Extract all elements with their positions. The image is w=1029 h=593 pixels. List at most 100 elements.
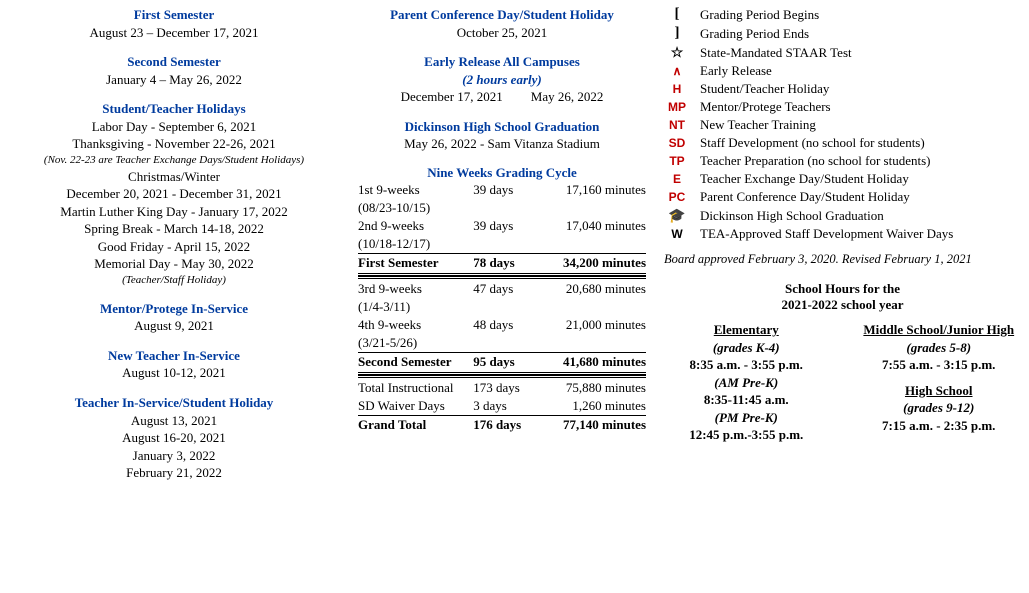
- middle-column: Parent Conference Day/Student Holiday Oc…: [358, 6, 646, 494]
- legend-row: [ Grading Period Begins: [664, 6, 1021, 23]
- holiday-note2: (Teacher/Staff Holiday): [8, 273, 340, 288]
- table-row: 4th 9-weeks48 days21,000 minutes: [358, 316, 646, 334]
- legend-code: H: [664, 82, 690, 96]
- legend-row: TP Teacher Preparation (no school for stu…: [664, 153, 1021, 169]
- star-icon: ☆: [664, 44, 690, 61]
- holiday-line: Memorial Day - May 30, 2022: [8, 255, 340, 273]
- holiday-line: Labor Day - September 6, 2021: [8, 118, 340, 136]
- holiday-line: Christmas/Winter: [8, 168, 340, 186]
- table-row: SD Waiver Days3 days1,260 minutes: [358, 397, 646, 416]
- hours-secondary: Middle School/Junior High (grades 5-8) 7…: [857, 321, 1022, 444]
- legend-code: W: [664, 227, 690, 241]
- school-hours: Elementary (grades K-4) 8:35 a.m. - 3:55…: [664, 321, 1021, 444]
- graduation: Dickinson High School Graduation May 26,…: [358, 118, 646, 153]
- early-d1: December 17, 2021: [401, 88, 503, 106]
- inservice-date: August 13, 2021: [8, 412, 340, 430]
- inservice-date: August 16-20, 2021: [8, 429, 340, 447]
- holiday-line: Martin Luther King Day - January 17, 202…: [8, 203, 340, 221]
- pcd-title: Parent Conference Day/Student Holiday: [358, 6, 646, 24]
- legend-row: 🎓 Dickinson High School Graduation: [664, 207, 1021, 224]
- mentor-inservice: Mentor/Protege In-Service August 9, 2021: [8, 300, 340, 335]
- school-hours-heading: School Hours for the 2021-2022 school ye…: [664, 281, 1021, 313]
- first-semester: First Semester August 23 – December 17, …: [8, 6, 340, 41]
- table-row: (3/21-5/26): [358, 334, 646, 353]
- teacher-inservice: Teacher In-Service/Student Holiday Augus…: [8, 394, 340, 482]
- hours-title1: School Hours for the: [664, 281, 1021, 297]
- teacher-inservice-title: Teacher In-Service/Student Holiday: [8, 394, 340, 412]
- newteacher-inservice: New Teacher In-Service August 10-12, 202…: [8, 347, 340, 382]
- hs-grades: (grades 9-12): [857, 399, 1022, 417]
- grad-date: May 26, 2022 - Sam Vitanza Stadium: [358, 135, 646, 153]
- holiday-line: December 20, 2021 - December 31, 2021: [8, 185, 340, 203]
- legend-text: Grading Period Ends: [700, 26, 1021, 42]
- legend-row: H Student/Teacher Holiday: [664, 81, 1021, 97]
- table-row: Grand Total176 days77,140 minutes: [358, 415, 646, 434]
- table-row: Second Semester95 days41,680 minutes: [358, 352, 646, 371]
- legend-row: E Teacher Exchange Day/Student Holiday: [664, 171, 1021, 187]
- legend-row: SD Staff Development (no school for stude…: [664, 135, 1021, 151]
- legend-row: MP Mentor/Protege Teachers: [664, 99, 1021, 115]
- table-row: 1st 9-weeks39 days17,160 minutes: [358, 181, 646, 199]
- table-row: 3rd 9-weeks47 days20,680 minutes: [358, 280, 646, 298]
- early-sub: (2 hours early): [358, 71, 646, 89]
- caret-icon: ∧: [664, 64, 690, 78]
- ms-time: 7:55 a.m. - 3:15 p.m.: [857, 356, 1022, 374]
- legend-text: Teacher Preparation (no school for stude…: [700, 153, 1021, 169]
- early-d2: May 26, 2022: [531, 88, 604, 106]
- legend-row: PC Parent Conference Day/Student Holiday: [664, 189, 1021, 205]
- ms-grades: (grades 5-8): [857, 339, 1022, 357]
- legend-text: Student/Teacher Holiday: [700, 81, 1021, 97]
- early-release: Early Release All Campuses (2 hours earl…: [358, 53, 646, 106]
- holidays-title: Student/Teacher Holidays: [8, 100, 340, 118]
- newteacher-date: August 10-12, 2021: [8, 364, 340, 382]
- divider: [358, 372, 646, 378]
- hs-name: High School: [857, 382, 1022, 400]
- legend-code: NT: [664, 118, 690, 132]
- bracket-open-icon: [: [664, 6, 690, 23]
- legend-text: Parent Conference Day/Student Holiday: [700, 189, 1021, 205]
- table-row: (1/4-3/11): [358, 298, 646, 316]
- legend-row: NTNew Teacher Training: [664, 117, 1021, 133]
- page-columns: First Semester August 23 – December 17, …: [8, 6, 1021, 494]
- pcd-date: October 25, 2021: [358, 24, 646, 42]
- second-semester-range: January 4 – May 26, 2022: [8, 71, 340, 89]
- elem-time: 8:35 a.m. - 3:55 p.m.: [664, 356, 829, 374]
- table-row: First Semester78 days34,200 minutes: [358, 253, 646, 272]
- legend-text: Staff Development (no school for student…: [700, 135, 1021, 151]
- legend-text: TEA-Approved Staff Development Waiver Da…: [700, 226, 1021, 242]
- holiday-line: Good Friday - April 15, 2022: [8, 238, 340, 256]
- elem-name: Elementary: [664, 321, 829, 339]
- elem-grades: (grades K-4): [664, 339, 829, 357]
- legend-row: W TEA-Approved Staff Development Waiver D…: [664, 226, 1021, 242]
- holiday-note: (Nov. 22-23 are Teacher Exchange Days/St…: [8, 153, 340, 168]
- legend: [ Grading Period Begins ] Grading Period E…: [664, 6, 1021, 242]
- inservice-date: January 3, 2022: [8, 447, 340, 465]
- bracket-close-icon: ]: [664, 25, 690, 42]
- legend-text: Dickinson High School Graduation: [700, 208, 1021, 224]
- legend-row: ∧Early Release: [664, 63, 1021, 79]
- legend-row: ☆State-Mandated STAAR Test: [664, 44, 1021, 61]
- board-approved: Board approved February 3, 2020. Revised…: [664, 252, 1021, 267]
- holidays: Student/Teacher Holidays Labor Day - Sep…: [8, 100, 340, 288]
- legend-code: TP: [664, 154, 690, 168]
- early-dates: December 17, 2021 May 26, 2022: [358, 88, 646, 106]
- holiday-line: Thanksgiving - November 22-26, 2021: [8, 135, 340, 153]
- legend-code: MP: [664, 100, 690, 114]
- legend-code: E: [664, 172, 690, 186]
- grad-title: Dickinson High School Graduation: [358, 118, 646, 136]
- elem-pm-label: (PM Pre-K): [664, 409, 829, 427]
- table-row: (10/18-12/17): [358, 235, 646, 254]
- elem-pm-time: 12:45 p.m.-3:55 p.m.: [664, 426, 829, 444]
- legend-text: Grading Period Begins: [700, 7, 1021, 23]
- hours-title2: 2021-2022 school year: [664, 297, 1021, 313]
- table-row: Total Instructional173 days75,880 minute…: [358, 379, 646, 397]
- legend-code: SD: [664, 136, 690, 150]
- right-column: [ Grading Period Begins ] Grading Period E…: [664, 6, 1021, 494]
- legend-code: PC: [664, 190, 690, 204]
- hours-elementary: Elementary (grades K-4) 8:35 a.m. - 3:55…: [664, 321, 829, 444]
- legend-text: Teacher Exchange Day/Student Holiday: [700, 171, 1021, 187]
- gradcap-icon: 🎓: [664, 207, 690, 224]
- legend-text: Mentor/Protege Teachers: [700, 99, 1021, 115]
- divider: [358, 273, 646, 279]
- ms-name: Middle School/Junior High: [857, 321, 1022, 339]
